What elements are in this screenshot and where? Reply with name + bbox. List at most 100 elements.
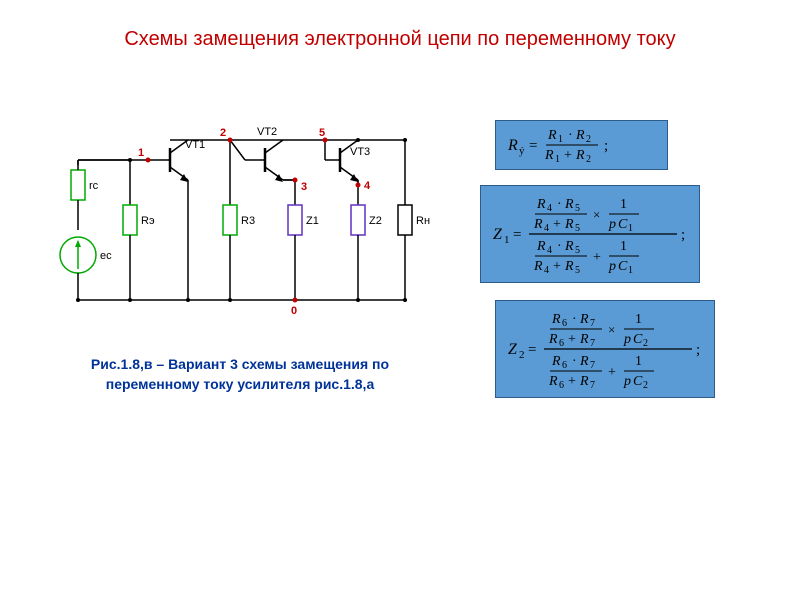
svg-text:R: R [544,148,554,163]
svg-text:R: R [564,217,574,232]
svg-text:Z1: Z1 [306,215,319,227]
equation-z2: Z2=R6·R7R6+R7×1pC2R6·R7R6+R7+1pC2; [495,300,715,398]
svg-text:1: 1 [620,197,627,212]
svg-text:4: 4 [544,223,549,234]
svg-text:=: = [529,138,537,154]
svg-text:R: R [536,239,546,254]
svg-text:·: · [568,128,573,143]
svg-text:2: 2 [643,338,648,349]
svg-text:VT3: VT3 [350,146,370,158]
svg-text:Z2: Z2 [369,215,382,227]
svg-text:R: R [579,332,589,347]
svg-text:1: 1 [628,265,633,276]
svg-text:p: p [623,374,631,389]
svg-text:1: 1 [635,354,642,369]
svg-text:+: + [553,217,561,232]
svg-text:7: 7 [590,380,595,391]
svg-text:5: 5 [575,245,580,256]
svg-text:6: 6 [559,380,564,391]
svg-text:×: × [593,207,600,222]
svg-text:5: 5 [575,223,580,234]
svg-text:+: + [608,365,616,380]
svg-text:7: 7 [590,338,595,349]
svg-text:=: = [513,227,521,243]
svg-text:;: ; [604,138,608,154]
svg-text:R: R [533,217,543,232]
svg-text:5: 5 [575,203,580,214]
svg-text:p: p [608,259,616,274]
svg-text:0: 0 [291,305,297,317]
svg-text:2: 2 [643,380,648,391]
svg-text:ý: ý [519,145,525,157]
svg-text:1: 1 [555,154,560,165]
svg-text:R: R [536,197,546,212]
svg-text:4: 4 [547,203,552,214]
svg-text:+: + [593,250,601,265]
svg-text:+: + [568,332,576,347]
svg-text:6: 6 [559,338,564,349]
svg-text:1: 1 [504,234,510,246]
svg-text:2: 2 [220,127,226,139]
svg-text:1: 1 [635,312,642,327]
svg-text:Z: Z [493,226,503,243]
svg-text:eс: eс [100,250,112,262]
svg-text:R: R [547,128,557,143]
svg-text:p: p [623,332,631,347]
svg-text:R: R [564,197,574,212]
svg-text:VT2: VT2 [257,126,277,138]
svg-text:6: 6 [562,360,567,371]
svg-text:R: R [564,259,574,274]
svg-text:=: = [528,342,536,358]
circuit-diagram: rс eс Rэ R3 Z1 Z2 Rн VT1 VT2 VT3 1 2 3 4 5 0 [40,115,440,325]
svg-text:7: 7 [590,318,595,329]
svg-text:·: · [557,239,562,254]
svg-text:+: + [553,259,561,274]
svg-text:5: 5 [319,127,325,139]
svg-text:R: R [551,312,561,327]
svg-text:2: 2 [586,154,591,165]
svg-text:2: 2 [519,349,525,361]
svg-text:+: + [568,374,576,389]
svg-text:C: C [633,332,643,347]
svg-text:4: 4 [364,180,371,192]
svg-text:·: · [557,197,562,212]
svg-text:C: C [633,374,643,389]
svg-text:2: 2 [586,134,591,145]
svg-text:R: R [579,374,589,389]
svg-text:;: ; [681,227,685,243]
svg-text:p: p [608,217,616,232]
svg-text:4: 4 [547,245,552,256]
svg-text:R: R [575,148,585,163]
equation-z1: Z1=R4·R5R4+R5×1pC1R4·R5R4+R5+1pC1; [480,185,700,283]
svg-text:Rн: Rн [416,215,430,227]
svg-text:R: R [575,128,585,143]
svg-text:R: R [548,332,558,347]
svg-text:6: 6 [562,318,567,329]
svg-text:R3: R3 [241,215,255,227]
svg-text:rс: rс [89,180,99,192]
svg-text:;: ; [696,342,700,358]
svg-text:5: 5 [575,265,580,276]
svg-text:×: × [608,322,615,337]
svg-text:R: R [564,239,574,254]
svg-text:Rэ: Rэ [141,215,155,227]
figure-caption: Рис.1.8,в – Вариант 3 схемы замещения по… [80,355,400,394]
svg-text:1: 1 [620,239,627,254]
svg-text:7: 7 [590,360,595,371]
equation-r: Rý=R1·R2R1+R2; [495,120,668,170]
svg-text:VT1: VT1 [185,139,205,151]
page-title: Схемы замещения электронной цепи по пере… [0,28,800,51]
svg-text:1: 1 [558,134,563,145]
svg-text:Z: Z [508,341,518,358]
svg-text:+: + [564,148,572,163]
svg-text:4: 4 [544,265,549,276]
svg-text:R: R [533,259,543,274]
svg-text:3: 3 [301,181,307,193]
svg-text:R: R [579,312,589,327]
svg-text:·: · [572,312,577,327]
svg-text:C: C [618,259,628,274]
svg-text:·: · [572,354,577,369]
svg-text:1: 1 [138,147,144,159]
svg-text:C: C [618,217,628,232]
svg-text:1: 1 [628,223,633,234]
